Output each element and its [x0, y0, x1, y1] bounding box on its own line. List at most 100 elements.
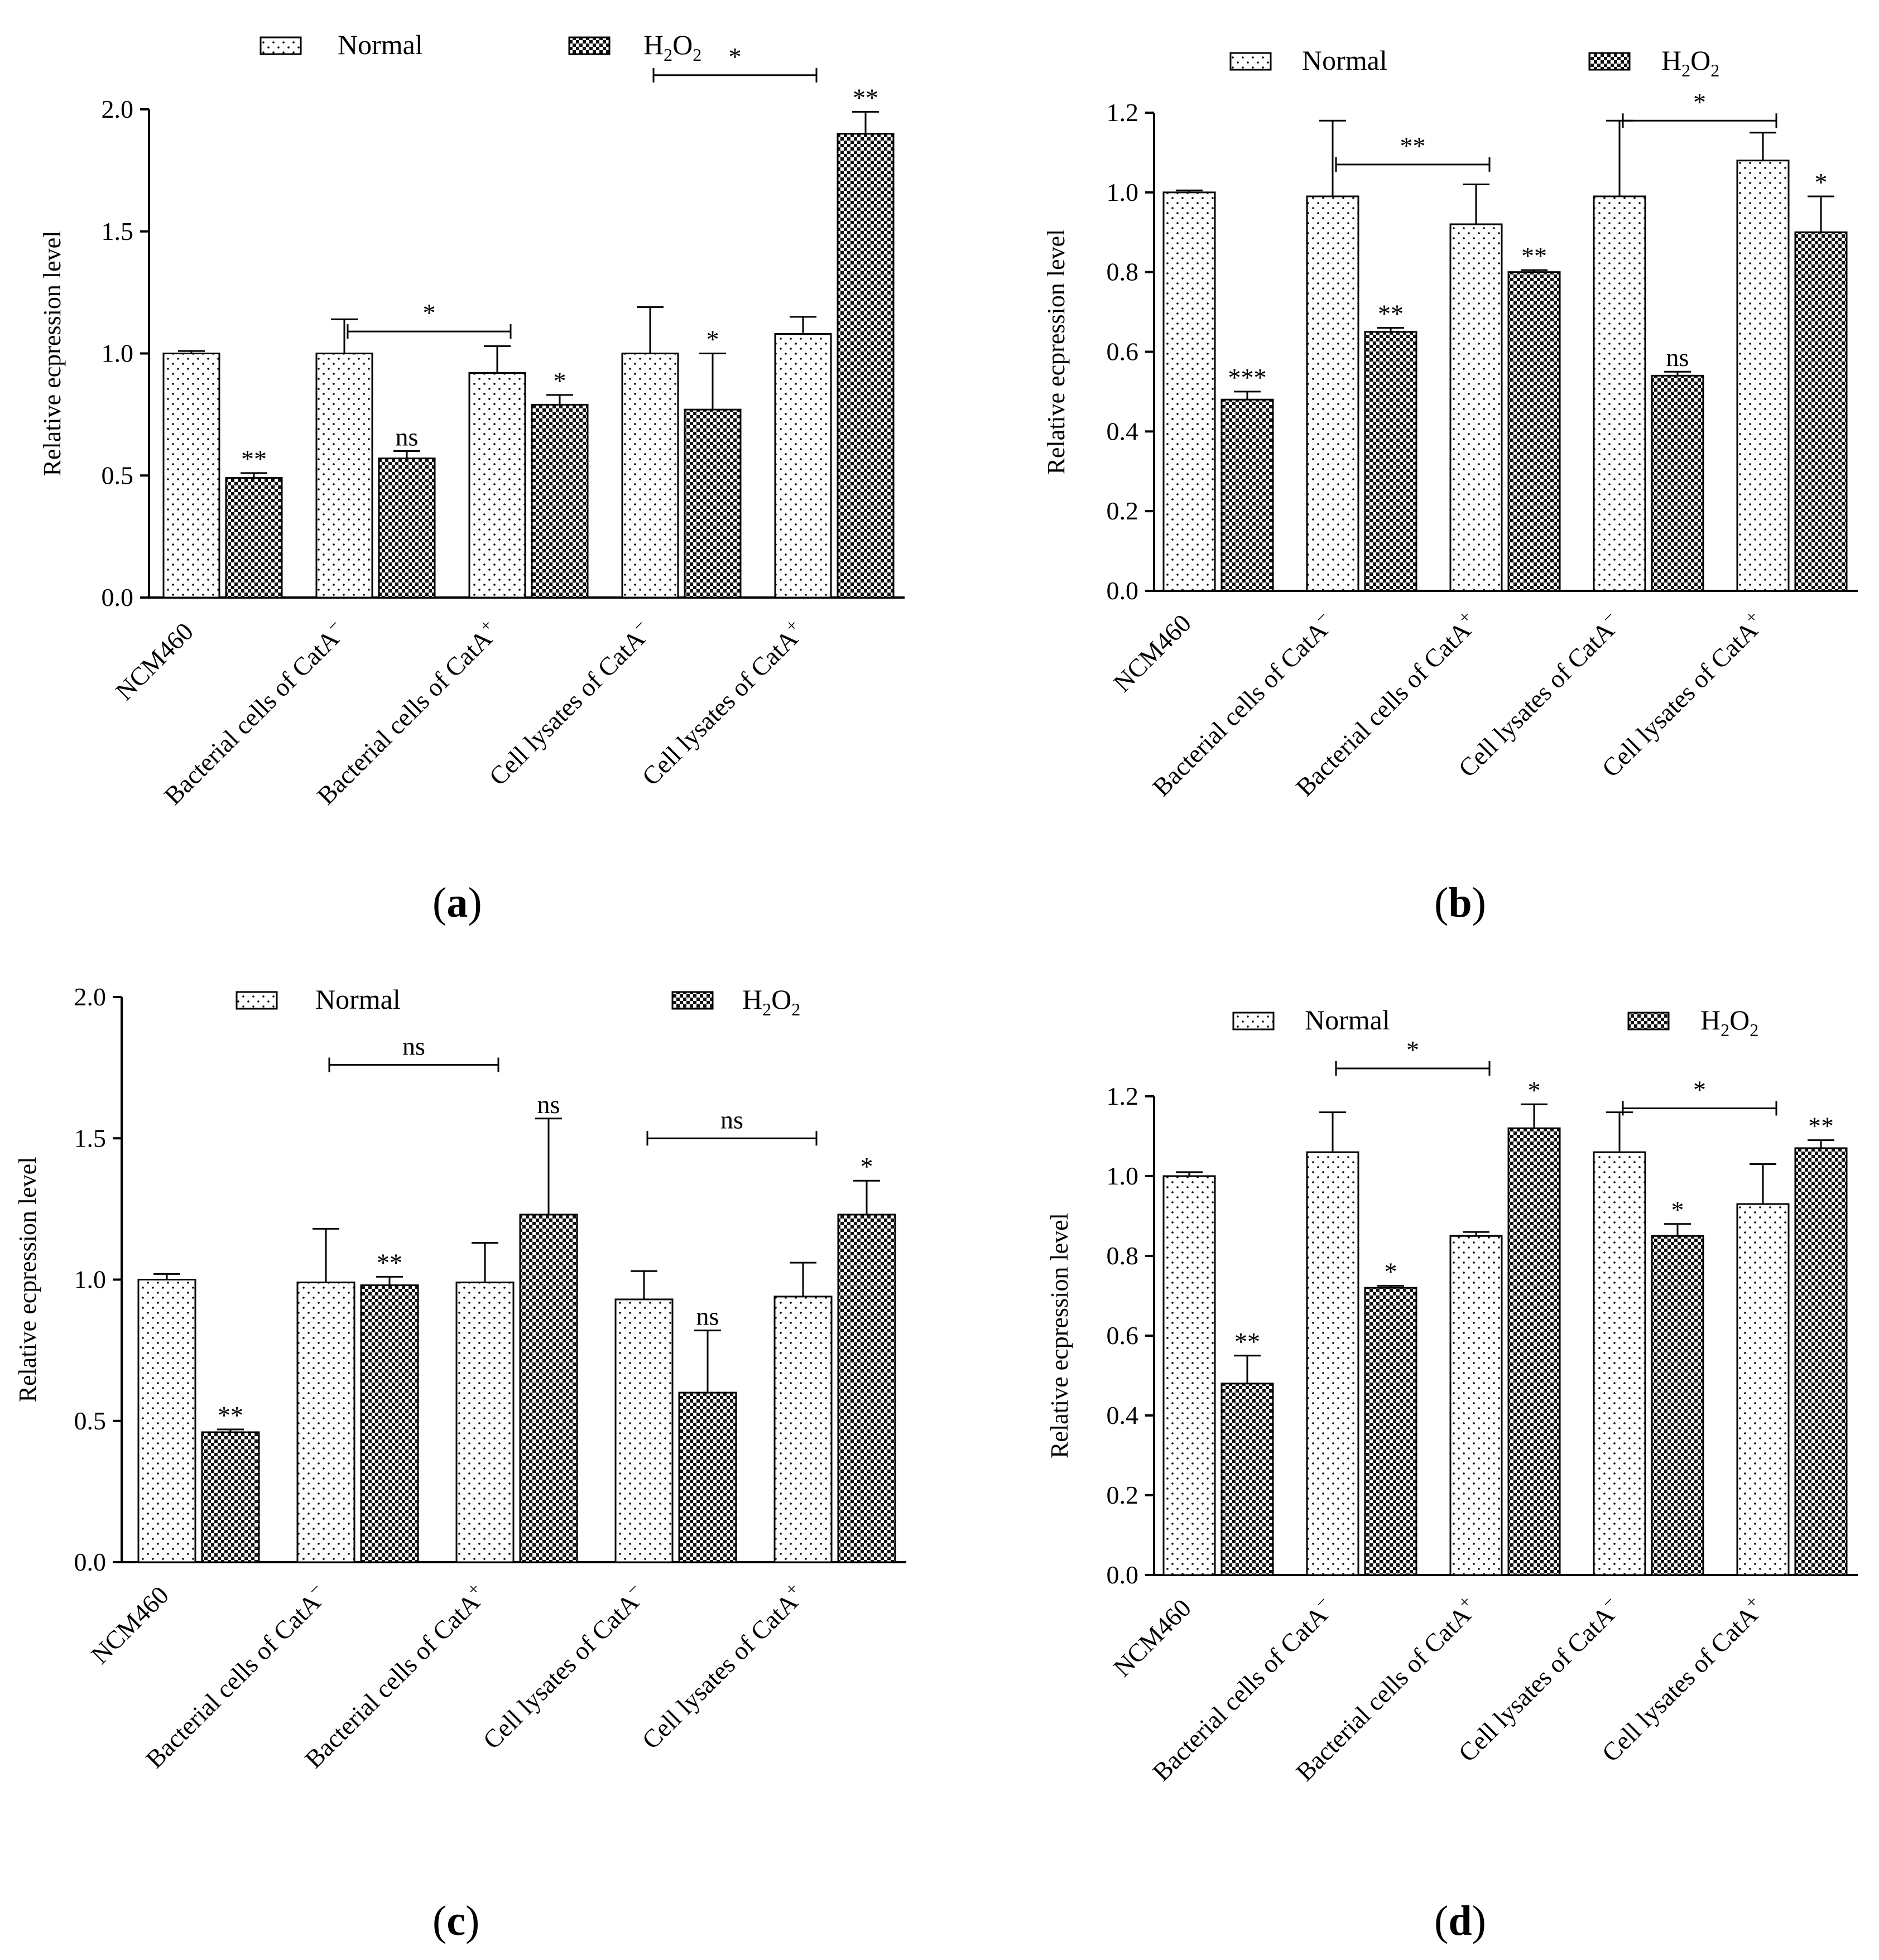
- bar-h2o2: [1220, 1383, 1274, 1576]
- bar-h2o2: [531, 403, 589, 599]
- bar-normal: [315, 353, 373, 599]
- y-tick-label: 2.0: [74, 983, 107, 1011]
- panel-label-a: (a): [432, 879, 482, 926]
- bar-h2o2: [201, 1431, 260, 1563]
- significance-label: ***: [1228, 363, 1267, 392]
- legend-label-normal: Normal: [1305, 1004, 1390, 1036]
- y-tick-label: 1.0: [74, 1265, 107, 1294]
- y-axis-title: Relative ecpression level: [39, 231, 66, 476]
- legend-swatch-h2o2: [1627, 1012, 1670, 1030]
- legend-label-normal: Normal: [338, 29, 423, 60]
- bar-normal: [614, 1298, 674, 1563]
- significance-label: ns: [696, 1302, 719, 1331]
- bar-normal: [1449, 1235, 1503, 1576]
- panel-label-c: (c): [432, 1898, 480, 1944]
- panel-label-d: (d): [1434, 1898, 1486, 1944]
- significance-label: **: [1234, 1327, 1260, 1356]
- bar-normal: [137, 1279, 196, 1563]
- y-tick-label: 2.0: [102, 95, 134, 123]
- legend-swatch-normal: [236, 991, 278, 1010]
- y-tick-label: 0.8: [1107, 258, 1139, 286]
- y-tick-label: 1.5: [74, 1124, 107, 1152]
- bar-normal: [1449, 223, 1503, 592]
- significance-label: *: [861, 1152, 873, 1181]
- y-tick-label: 0.0: [102, 583, 134, 611]
- y-tick-label: 1.5: [102, 217, 134, 245]
- bar-h2o2: [684, 408, 742, 599]
- x-tick-label: Cell lysates of CatA+: [1594, 606, 1770, 783]
- x-tick-label: NCM460: [1108, 609, 1196, 697]
- y-tick-label: 0.0: [1107, 1561, 1139, 1589]
- legend-label-h2o2: H2O2: [1661, 45, 1719, 80]
- x-tick-label: Bacterial cells of CatA+: [297, 1578, 492, 1774]
- legend-swatch-h2o2: [671, 991, 714, 1010]
- y-axis-title: Relative ecpression level: [14, 1157, 41, 1403]
- bracket-label: ns: [720, 1105, 743, 1134]
- bar-h2o2: [837, 1213, 896, 1563]
- x-tick-label: Cell lysates of CatA+: [1594, 1591, 1770, 1768]
- x-tick-label: NCM460: [1108, 1593, 1196, 1682]
- legend-swatch-h2o2: [568, 36, 611, 55]
- bar-normal: [1593, 1151, 1646, 1576]
- bar-h2o2: [678, 1391, 737, 1563]
- bracket-label: **: [1400, 132, 1426, 160]
- bar-h2o2: [1507, 271, 1561, 592]
- significance-label: **: [241, 445, 267, 473]
- panel-label-b: (b): [1434, 879, 1486, 926]
- y-tick-label: 0.6: [1107, 1321, 1139, 1350]
- bar-h2o2: [1651, 374, 1704, 592]
- bracket-label: *: [1406, 1036, 1419, 1064]
- x-tick-label: Cell lysates of CatA+: [634, 615, 810, 791]
- legend-swatch-normal: [1229, 52, 1272, 71]
- x-tick-label: Cell lysates of CatA−: [1450, 606, 1627, 783]
- bar-normal: [1306, 1151, 1359, 1576]
- chart-d: 0.0 0.2 0.4 0.6 0.8 1.0 1.2 Relative ecpression…: [1046, 1004, 1858, 1786]
- legend-label-h2o2: H2O2: [643, 29, 701, 65]
- y-tick-label: 0.6: [1107, 338, 1139, 366]
- bar-h2o2: [225, 477, 283, 599]
- y-tick-label: 0.5: [102, 461, 134, 489]
- bar-normal: [773, 1296, 833, 1563]
- x-tick-label: Cell lysates of CatA+: [634, 1578, 810, 1755]
- bar-h2o2: [519, 1213, 578, 1563]
- bar-h2o2: [1220, 398, 1274, 592]
- significance-label: **: [853, 83, 878, 112]
- significance-label: ns: [1666, 343, 1689, 372]
- significance-label: *: [1815, 168, 1828, 196]
- legend-swatch-normal: [1232, 1012, 1275, 1030]
- y-tick-label: 1.0: [1107, 1162, 1139, 1190]
- bar-normal: [1736, 1203, 1790, 1576]
- y-tick-label: 0.0: [1107, 576, 1139, 605]
- significance-label: **: [218, 1401, 243, 1429]
- x-tick-label: NCM460: [85, 1581, 174, 1669]
- bar-normal: [468, 372, 526, 599]
- bracket-label: *: [423, 298, 436, 327]
- y-tick-label: 0.5: [74, 1407, 107, 1435]
- y-tick-label: 0.2: [1107, 1481, 1139, 1509]
- bar-normal: [774, 333, 832, 599]
- bar-h2o2: [1794, 231, 1848, 592]
- bar-h2o2: [378, 458, 436, 599]
- significance-label: **: [1521, 242, 1547, 270]
- bar-normal: [1736, 160, 1790, 592]
- legend-swatch-h2o2: [1588, 52, 1631, 71]
- chart-b: 0.0 0.2 0.4 0.6 0.8 1.0 1.2 Relative ecpression…: [1042, 45, 1858, 802]
- y-tick-label: 0.8: [1107, 1241, 1139, 1270]
- bar-h2o2: [1794, 1147, 1848, 1576]
- x-tick-label: Cell lysates of CatA−: [1450, 1591, 1627, 1768]
- bar-normal: [1162, 191, 1216, 592]
- x-tick-label: Cell lysates of CatA−: [475, 1578, 651, 1755]
- x-tick-label: Cell lysates of CatA−: [481, 615, 657, 791]
- legend-label-h2o2: H2O2: [1700, 1004, 1758, 1040]
- bar-h2o2: [1364, 1287, 1417, 1576]
- bracket-label: *: [1693, 88, 1706, 116]
- legend-label-h2o2: H2O2: [742, 984, 800, 1019]
- y-tick-label: 1.0: [102, 339, 134, 368]
- bar-normal: [1593, 195, 1646, 592]
- bracket-label: ns: [402, 1032, 425, 1061]
- bar-h2o2: [360, 1284, 419, 1563]
- bar-normal: [162, 353, 220, 599]
- x-tick-label: NCM460: [110, 617, 199, 706]
